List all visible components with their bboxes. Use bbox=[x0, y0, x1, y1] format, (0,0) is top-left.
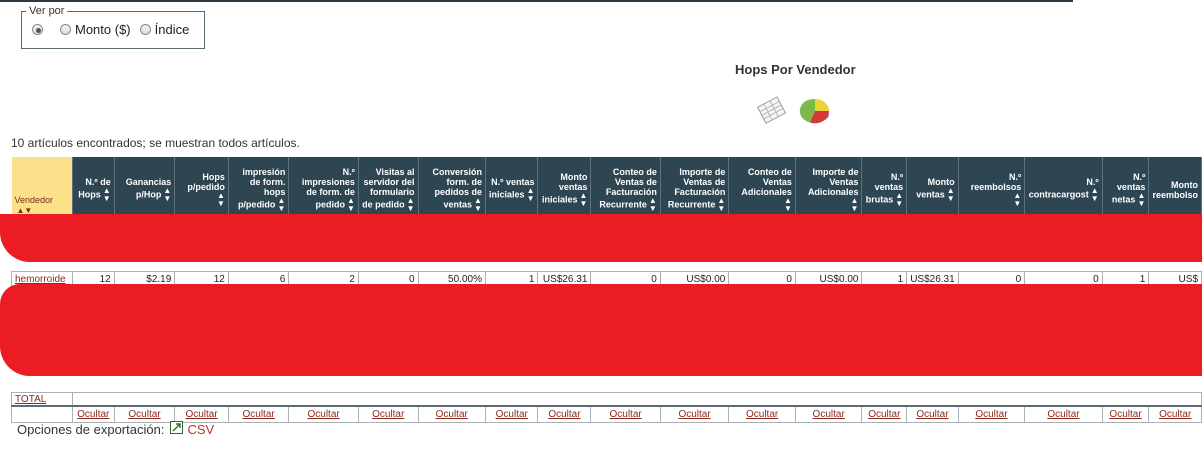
radio-index-label: Índice bbox=[154, 22, 190, 37]
hide-link[interactable]: Ocultar bbox=[174, 405, 229, 423]
total-cell[interactable]: TOTAL bbox=[11, 392, 73, 407]
col-earnings-per-hop[interactable]: Ganancias p/Hop ▲ ▼ bbox=[114, 157, 176, 223]
report-title: Hops Por Vendedor bbox=[735, 62, 856, 77]
redaction-bottom bbox=[0, 284, 1202, 376]
hide-link[interactable]: Ocultar bbox=[288, 405, 359, 423]
col-recurring-amount[interactable]: Importe de Ventas de Facturación Recurre… bbox=[660, 157, 730, 223]
radio-index[interactable] bbox=[139, 24, 151, 35]
vendor-link[interactable]: hemorroide bbox=[15, 274, 66, 285]
hide-link[interactable]: Ocultar bbox=[484, 405, 539, 423]
hide-row: Ocultar Ocultar Ocultar Ocultar Ocultar … bbox=[11, 405, 1202, 423]
hops-table: Vendedor▲▼ N.º de Hops ▲ ▼ Ganancias p/Hop… bbox=[11, 157, 1202, 423]
col-hops-per-order[interactable]: Hops p/pedido▲ ▼ bbox=[174, 157, 229, 223]
view-by-option-default[interactable] bbox=[32, 24, 43, 35]
hide-link[interactable]: Ocultar bbox=[1024, 405, 1103, 423]
radio-default[interactable] bbox=[32, 24, 43, 35]
col-conversion[interactable]: Conversión form. de pedidos de ventas ▲ ▼ bbox=[418, 157, 486, 223]
export-label: Opciones de exportación: bbox=[17, 421, 165, 437]
col-upsell-amount[interactable]: Importe de Ventas Adicionales▲ ▼ bbox=[795, 157, 863, 223]
col-recurring-count[interactable]: Conteo de Ventas de Facturación Recurren… bbox=[590, 157, 661, 223]
hide-link[interactable]: Ocultar bbox=[1101, 405, 1150, 423]
total-values bbox=[71, 392, 1202, 407]
hide-link[interactable]: Ocultar bbox=[71, 405, 115, 423]
col-gross-sales[interactable]: N.º ventas brutas ▲ ▼ bbox=[861, 157, 908, 223]
col-initial-sales[interactable]: N.º ventas iniciales ▲ ▼ bbox=[485, 157, 539, 223]
col-refunds[interactable]: N.º reembolsos▲ ▼ bbox=[958, 157, 1026, 223]
table-icon[interactable] bbox=[755, 96, 789, 126]
hide-link[interactable]: Ocultar bbox=[1148, 405, 1202, 423]
col-upsell-count[interactable]: Conteo de Ventas Adicionales▲ ▼ bbox=[728, 157, 796, 223]
export-options: Opciones de exportación: CSV bbox=[17, 421, 214, 437]
redaction-top bbox=[0, 214, 1202, 262]
total-link[interactable]: TOTAL bbox=[15, 393, 47, 405]
hide-link[interactable]: Ocultar bbox=[957, 405, 1026, 423]
col-hops[interactable]: N.º de Hops ▲ ▼ bbox=[72, 157, 115, 223]
col-initial-sales-amount[interactable]: Monto ventas iniciales ▲ ▼ bbox=[537, 157, 592, 223]
hide-link[interactable]: Ocultar bbox=[417, 405, 486, 423]
hide-link[interactable]: Ocultar bbox=[861, 405, 908, 423]
hide-link[interactable]: Ocultar bbox=[357, 405, 419, 423]
hide-link[interactable]: Ocultar bbox=[537, 405, 592, 423]
total-row: TOTAL bbox=[11, 392, 1202, 407]
hide-link[interactable]: Ocultar bbox=[659, 405, 730, 423]
pie-chart-icon[interactable] bbox=[798, 95, 832, 127]
view-by-option-index[interactable]: Índice bbox=[139, 22, 190, 37]
hide-link[interactable]: Ocultar bbox=[590, 405, 661, 423]
col-refund-amount[interactable]: Monto reembolso bbox=[1148, 157, 1202, 223]
csv-link[interactable]: CSV bbox=[187, 421, 215, 437]
result-count: 10 artículos encontrados; se muestran to… bbox=[11, 136, 300, 150]
hide-link[interactable]: Ocultar bbox=[113, 405, 176, 423]
col-vendor[interactable]: Vendedor▲▼ bbox=[11, 157, 73, 223]
hide-link[interactable]: Ocultar bbox=[794, 405, 863, 423]
hide-link[interactable]: Ocultar bbox=[906, 405, 959, 423]
col-form-impression-hops[interactable]: impresión de form. hops p/pedido ▲ ▼ bbox=[228, 157, 290, 223]
col-chargebacks[interactable]: N.º contracargost ▲ ▼ bbox=[1024, 157, 1103, 223]
view-by-options: Monto ($) Índice bbox=[32, 22, 189, 37]
col-net-sales[interactable]: N.º ventas netas ▲ ▼ bbox=[1102, 157, 1150, 223]
col-form-impressions[interactable]: N.º impresiones de form. de pedido ▲ ▼ bbox=[288, 157, 359, 223]
top-divider bbox=[0, 0, 1073, 2]
table-header-row: Vendedor▲▼ N.º de Hops ▲ ▼ Ganancias p/Hop… bbox=[11, 157, 1202, 223]
radio-amount-label: Monto ($) bbox=[75, 22, 131, 37]
hide-link[interactable]: Ocultar bbox=[728, 405, 796, 423]
hide-link[interactable]: Ocultar bbox=[227, 405, 290, 423]
table-cell: 0 bbox=[1024, 271, 1103, 288]
col-sales-amount[interactable]: Monto ventas ▲ ▼ bbox=[906, 157, 959, 223]
csv-icon[interactable] bbox=[170, 421, 184, 437]
view-by-fieldset bbox=[21, 11, 205, 49]
radio-amount[interactable] bbox=[60, 24, 71, 35]
hide-col-vendor bbox=[11, 405, 73, 423]
table-row: hemorroide 12 $2.19 12 6 2 0 50.00% 1 US… bbox=[11, 271, 1202, 288]
view-by-option-amount[interactable]: Monto ($) bbox=[60, 22, 131, 37]
col-server-visits[interactable]: Visitas al servidor del formulario de pe… bbox=[358, 157, 419, 223]
view-by-legend: Ver por bbox=[26, 5, 68, 17]
